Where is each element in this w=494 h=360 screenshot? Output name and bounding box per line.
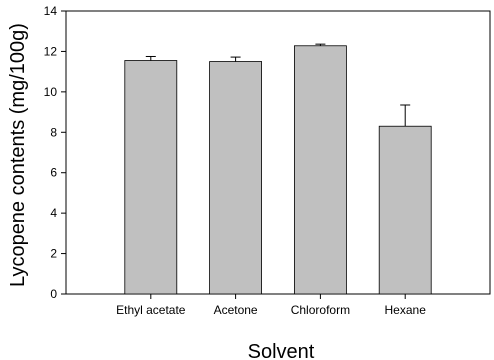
y-tick-label: 2 <box>50 247 57 261</box>
x-axis-title: Solvent <box>248 341 315 360</box>
y-tick-label: 14 <box>44 4 58 18</box>
bars-group <box>124 45 432 295</box>
x-tick-label: Ethyl acetate <box>116 303 186 317</box>
x-tick-label: Chloroform <box>291 303 350 317</box>
y-tick-label: 6 <box>50 166 57 180</box>
bar <box>124 60 178 295</box>
y-tick-label: 10 <box>44 85 58 99</box>
y-tick-label: 0 <box>50 287 57 301</box>
y-tick-label: 8 <box>50 125 57 139</box>
y-tick-label: 12 <box>44 44 58 58</box>
plot-area <box>65 10 491 295</box>
x-tick-label: Acetone <box>214 303 258 317</box>
x-axis: Ethyl acetate Acetone Chloroform Hexane <box>116 294 426 317</box>
bar <box>378 125 432 295</box>
error-bars-group <box>145 43 411 127</box>
plot-border <box>65 10 491 295</box>
bar <box>293 45 347 295</box>
y-axis: 0 2 4 6 8 10 12 14 <box>44 4 66 301</box>
x-tick-label: Hexane <box>385 303 427 317</box>
bar <box>209 61 263 295</box>
y-tick-label: 4 <box>50 206 57 220</box>
y-axis-title: Lycopene contents (mg/100g) <box>7 23 29 287</box>
